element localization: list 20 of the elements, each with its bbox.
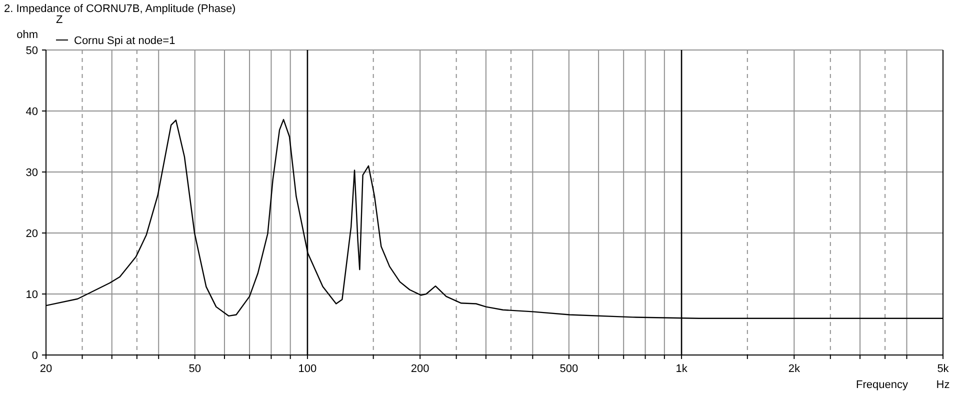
chart-title: 2. Impedance of CORNU7B, Amplitude (Phase) [4, 3, 236, 15]
y-tick-label: 50 [26, 44, 38, 57]
y-tick-label: 40 [26, 106, 38, 118]
y-axis-title: ohm [16, 29, 38, 41]
x-tick-label: 1k [676, 363, 688, 375]
x-tick-label: 20 [40, 363, 52, 375]
y-tick-label: 0 [32, 350, 38, 362]
legend-title: Z [56, 14, 63, 26]
x-tick-label: 5k [937, 363, 950, 375]
legend-label: Cornu Spi at node=1 [74, 34, 176, 47]
y-tick-label: 20 [26, 228, 38, 240]
x-tick-label: 2k [788, 363, 800, 375]
text: Hz [936, 379, 950, 391]
y-tick-label: 30 [26, 166, 38, 179]
x-tick-label: 500 [560, 363, 578, 375]
x-tick-label: 200 [410, 363, 430, 375]
y-tick-label: 10 [26, 288, 38, 301]
x-tick-label: 100 [298, 363, 317, 375]
x-axis-title: Frequency [856, 379, 908, 391]
x-tick-label: 50 [188, 363, 201, 375]
